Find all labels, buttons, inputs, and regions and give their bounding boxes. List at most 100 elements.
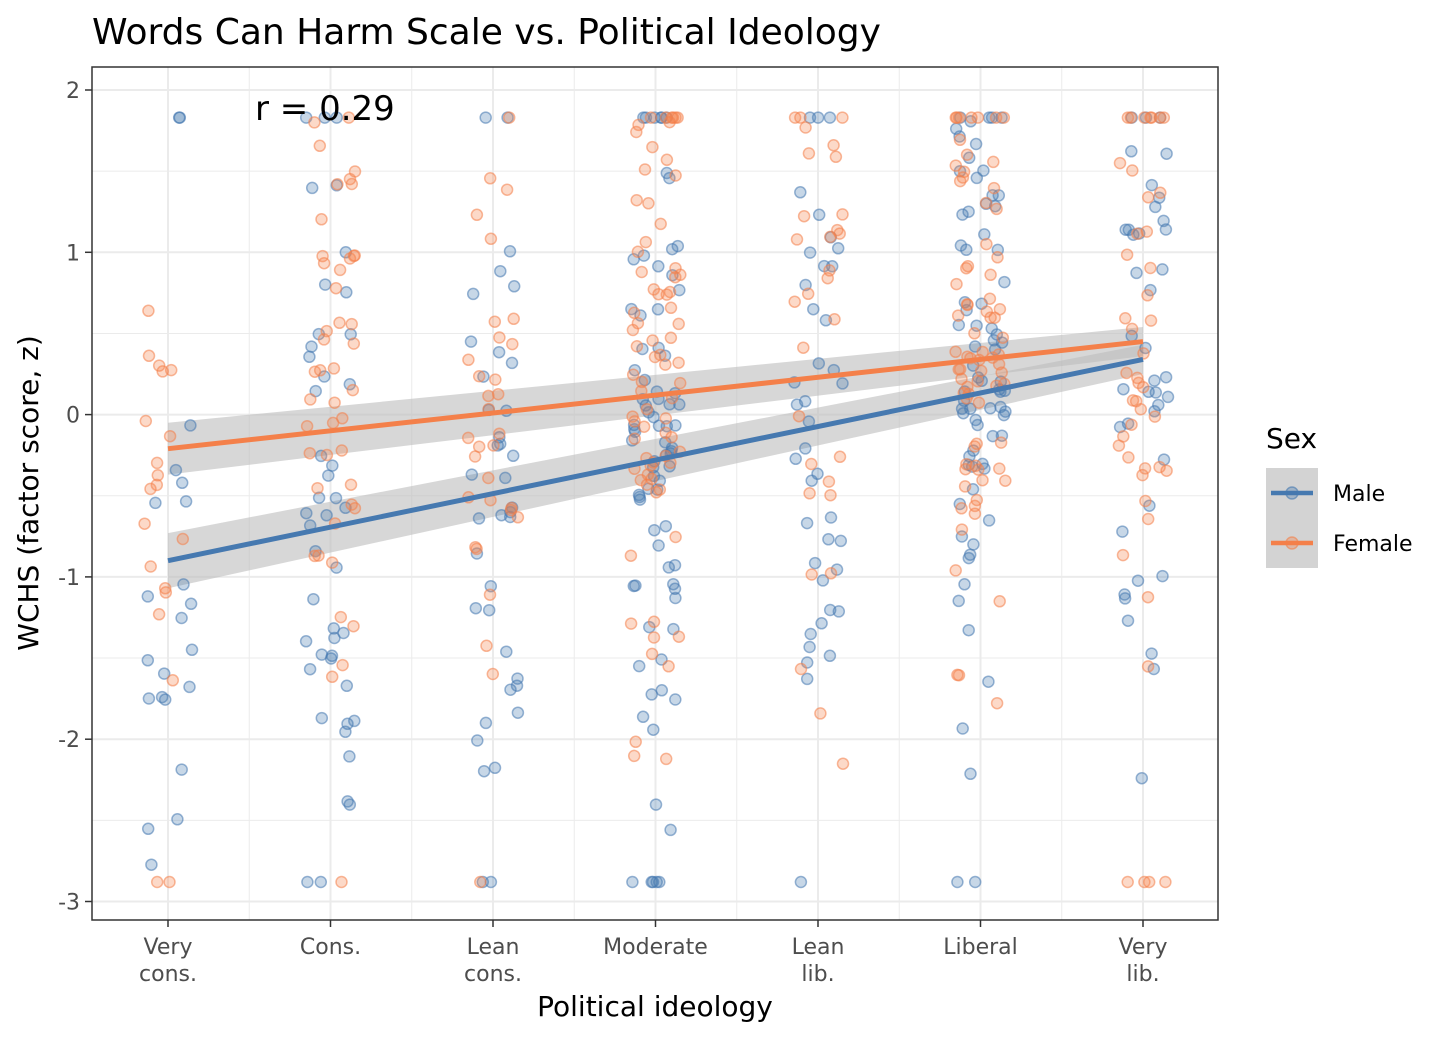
data-point-male (1116, 525, 1129, 538)
data-point-female (1141, 512, 1155, 526)
data-point-female (487, 439, 500, 452)
data-point-male (479, 111, 492, 124)
data-point-male (1156, 263, 1169, 276)
data-point-female (792, 409, 806, 423)
data-point-male (1145, 647, 1158, 660)
data-point-female (303, 446, 317, 460)
data-point-female (669, 169, 682, 182)
data-point-male (668, 582, 682, 596)
data-point-female (1132, 376, 1145, 390)
data-point-female (824, 488, 837, 502)
data-point-female (159, 586, 173, 599)
legend-key-male-point (1285, 486, 1299, 500)
x-tick-label: Lean cons. (464, 935, 522, 987)
data-point-female (628, 432, 641, 445)
data-point-male (500, 645, 513, 658)
data-point-male (799, 442, 812, 455)
data-point-female (304, 393, 317, 406)
data-point-female (1141, 289, 1154, 302)
data-point-female (151, 469, 165, 482)
data-point-female (462, 353, 475, 367)
y-tick-label: -2 (58, 728, 80, 753)
data-point-female (993, 462, 1006, 475)
data-point-male (343, 378, 357, 391)
data-point-female (974, 364, 988, 378)
data-point-female (312, 549, 325, 562)
data-point-male (329, 491, 343, 505)
data-point-female (308, 365, 322, 378)
data-point-male (962, 205, 975, 218)
data-point-male (312, 491, 326, 505)
data-point-female (969, 459, 982, 473)
data-point-male (800, 516, 814, 530)
data-point-male (142, 692, 156, 705)
data-point-male (669, 591, 682, 605)
data-point-male (343, 750, 356, 763)
data-point-female (646, 140, 659, 154)
data-point-male (646, 875, 660, 889)
data-point-female (828, 313, 841, 326)
data-point-female (311, 481, 324, 495)
data-point-female (987, 181, 1001, 195)
data-point-female (345, 317, 358, 331)
data-point-female (953, 133, 967, 147)
data-point-male (794, 186, 807, 199)
data-point-male (823, 649, 837, 663)
data-point-male (157, 667, 171, 680)
data-point-female (805, 457, 818, 471)
data-point-male (315, 711, 329, 725)
data-point-female (824, 230, 837, 244)
data-point-female (142, 304, 155, 318)
data-point-male (488, 761, 502, 775)
data-point-male (318, 111, 332, 124)
data-point-male (834, 534, 848, 548)
data-point-female (156, 365, 169, 378)
data-point-female (642, 197, 655, 210)
data-point-female (317, 256, 331, 270)
data-point-female (672, 317, 685, 331)
data-point-male (984, 402, 997, 415)
data-point-female (672, 630, 686, 643)
data-point-female (653, 483, 667, 496)
data-point-female (673, 376, 687, 390)
data-point-female (630, 193, 643, 207)
data-point-female (1138, 462, 1152, 475)
data-point-female (630, 125, 643, 139)
data-point-female (836, 757, 850, 770)
data-point-female (664, 301, 678, 315)
data-point-male (803, 640, 816, 654)
data-point-male (315, 648, 329, 661)
data-point-female (663, 115, 676, 129)
data-point-female (968, 327, 981, 340)
data-point-male (982, 514, 996, 527)
data-point-female (790, 233, 804, 246)
data-point-female (672, 356, 685, 369)
data-point-male (477, 370, 490, 383)
data-point-female (797, 341, 810, 354)
data-point-male (305, 181, 319, 195)
data-point-female (970, 437, 983, 451)
data-point-male (330, 111, 343, 124)
data-point-male (341, 717, 354, 731)
data-point-female (176, 532, 190, 546)
data-point-female (980, 237, 993, 251)
data-point-female (488, 315, 502, 328)
data-point-female (803, 487, 816, 500)
data-point-male (1135, 771, 1149, 785)
data-point-female (626, 368, 640, 381)
data-point-male (184, 597, 198, 611)
data-point-female (635, 265, 648, 279)
data-point-female (1121, 111, 1135, 124)
data-point-female (822, 475, 836, 488)
x-axis-title: Political ideology (537, 990, 773, 1023)
data-point-female (669, 261, 682, 275)
data-point-male (832, 605, 846, 618)
data-point-male (1130, 266, 1143, 280)
data-point-female (507, 312, 520, 326)
data-point-male (952, 594, 965, 608)
data-point-female (347, 619, 360, 633)
data-point-female (983, 292, 997, 305)
data-point-male (962, 551, 976, 565)
data-point-female (347, 249, 361, 263)
data-point-female (1125, 418, 1138, 431)
